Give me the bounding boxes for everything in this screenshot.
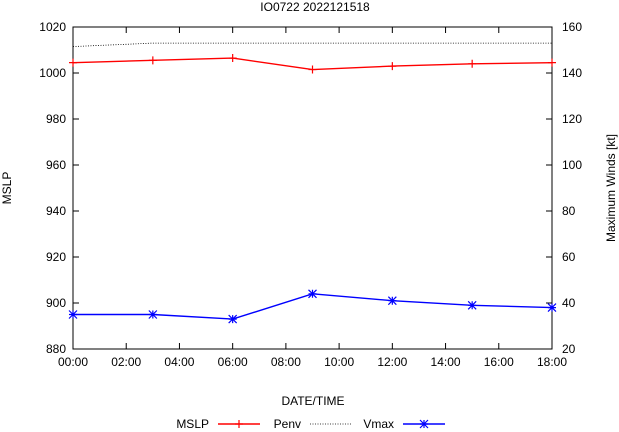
data-point-2 (308, 289, 317, 299)
y-tick-label: 1000 (39, 66, 66, 80)
y-tick-label: 880 (46, 342, 66, 356)
plot-area (72, 26, 553, 350)
x-tick-label: 18:00 (537, 355, 567, 369)
x-axis-label: DATE/TIME (281, 394, 344, 408)
y2-tick-label: 100 (562, 158, 582, 172)
data-point-0 (548, 58, 556, 67)
data-point-2 (387, 296, 397, 306)
data-point-2 (547, 303, 557, 313)
data-point-0 (148, 56, 157, 65)
data-point-0 (69, 58, 77, 67)
x-tick-label: 06:00 (218, 355, 248, 369)
data-point-2 (68, 310, 78, 319)
y2-tick-label: 80 (562, 204, 576, 218)
legend-penv-label: Penv (274, 417, 301, 431)
legend: MSLP Penv Vmax (176, 417, 445, 431)
data-point-0 (388, 62, 397, 71)
legend-vmax-label: Vmax (363, 417, 394, 431)
x-tick-label: 08:00 (271, 355, 301, 369)
y2-tick-label: 160 (562, 20, 582, 34)
y-tick-label: 920 (46, 250, 66, 264)
x-tick-label: 16:00 (484, 355, 514, 369)
data-point-0 (468, 59, 477, 68)
chart-title: IO0722 2022121518 (260, 0, 370, 14)
data-point-0 (228, 54, 237, 63)
data-point-2 (148, 310, 158, 319)
x-tick-label: 14:00 (431, 355, 461, 369)
y2-tick-label: 120 (562, 112, 582, 126)
y-tick-label: 1020 (39, 20, 66, 34)
y-axis-label: MSLP (0, 172, 14, 205)
y2-tick-label: 20 (562, 342, 576, 356)
axis-ticks: 880 900 920 940 960 980 1000 1020 20 40 60 80 100 120… (39, 20, 582, 369)
y-tick-label: 940 (46, 204, 66, 218)
x-tick-label: 10:00 (324, 355, 354, 369)
series-layer (68, 42, 557, 324)
x-tick-label: 00:00 (58, 355, 88, 369)
y-tick-label: 960 (46, 158, 66, 172)
y2-tick-label: 60 (562, 250, 576, 264)
legend-mslp-label: MSLP (176, 417, 209, 431)
x-tick-label: 04:00 (164, 355, 194, 369)
data-point-0 (308, 65, 317, 74)
x-tick-label: 02:00 (111, 355, 141, 369)
series-line-1 (72, 42, 552, 47)
y2-axis-label: Maximum Winds [kt] (604, 134, 618, 242)
y-tick-label: 900 (46, 296, 66, 310)
y-tick-label: 980 (46, 112, 66, 126)
data-point-2 (228, 314, 238, 324)
legend-penv-marker (235, 420, 243, 428)
y2-tick-label: 40 (562, 296, 576, 310)
x-tick-label: 12:00 (377, 355, 407, 369)
legend-vmax-marker (419, 419, 429, 429)
y2-tick-label: 140 (562, 66, 582, 80)
data-point-2 (467, 300, 477, 310)
